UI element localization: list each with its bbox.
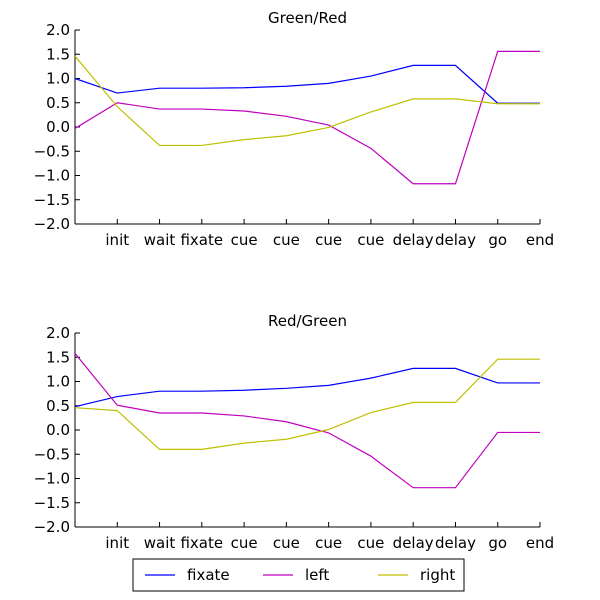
x-tick-label: delay (435, 534, 476, 552)
legend-label-right: right (420, 566, 455, 584)
y-tick-label: 0.0 (46, 421, 70, 439)
x-tick-label: wait (144, 534, 176, 552)
x-tick-label: end (526, 534, 554, 552)
x-tick-label: delay (393, 231, 434, 249)
x-tick-label: wait (144, 231, 176, 249)
y-tick-label: 0.5 (46, 397, 70, 415)
x-tick-label: go (488, 231, 507, 249)
legend-box (132, 558, 465, 592)
y-tick-label: 0.5 (46, 94, 70, 112)
y-tick-label: −2.0 (34, 215, 70, 233)
series-line-left (74, 50, 540, 185)
x-tick-label: fixate (180, 231, 223, 249)
y-tick-label: −1.0 (34, 470, 70, 488)
x-tick-label: cue (315, 231, 342, 249)
x-tick-label: cue (315, 534, 342, 552)
legend-label-fixate: fixate (187, 566, 230, 584)
x-tick-label: cue (357, 231, 384, 249)
y-tick-label: −0.5 (34, 142, 70, 160)
chart-panel-green-red: Green/Red 2.0 1.5 1.0 0.5 0.0 −0.5 −1.0 −1.5 −2.0… (34, 9, 555, 249)
x-tick-label: cue (357, 534, 384, 552)
x-tick-label: delay (393, 534, 434, 552)
series-line-right (74, 55, 540, 147)
chart-panel-red-green: Red/Green 2.0 1.5 1.0 0.5 0.0 −0.5 −1.0 −1.5 −2.0… (34, 312, 555, 552)
y-tick-label: −2.0 (34, 518, 70, 536)
y-tick-label: 2.0 (46, 21, 70, 39)
y-tick-label: 0.0 (46, 118, 70, 136)
series-line-left (74, 352, 540, 489)
series-line-right (74, 358, 540, 450)
legend: fixate left right (132, 558, 465, 592)
chart-title: Green/Red (268, 9, 347, 27)
x-tick-label: delay (435, 231, 476, 249)
x-tick-label: init (105, 534, 129, 552)
chart-title: Red/Green (268, 312, 347, 330)
x-tick-label: fixate (180, 534, 223, 552)
y-tick-label: −1.5 (34, 191, 70, 209)
x-tick-label: go (488, 534, 507, 552)
series-line-fixate (74, 367, 540, 408)
x-tick-label: end (526, 231, 554, 249)
series-line-fixate (74, 64, 540, 104)
x-tick-label: cue (231, 534, 258, 552)
y-tick-label: −0.5 (34, 445, 70, 463)
x-tick-label: init (105, 231, 129, 249)
y-tick-label: 1.0 (46, 70, 70, 88)
y-tick-label: 1.5 (46, 45, 70, 63)
x-tick-label: cue (273, 534, 300, 552)
x-tick-label: cue (273, 231, 300, 249)
y-tick-label: 1.0 (46, 373, 70, 391)
y-tick-label: −1.0 (34, 167, 70, 185)
x-tick-label: cue (231, 231, 258, 249)
y-tick-label: −1.5 (34, 494, 70, 512)
y-tick-label: 2.0 (46, 324, 70, 342)
legend-label-left: left (305, 566, 329, 584)
y-tick-label: 1.5 (46, 348, 70, 366)
